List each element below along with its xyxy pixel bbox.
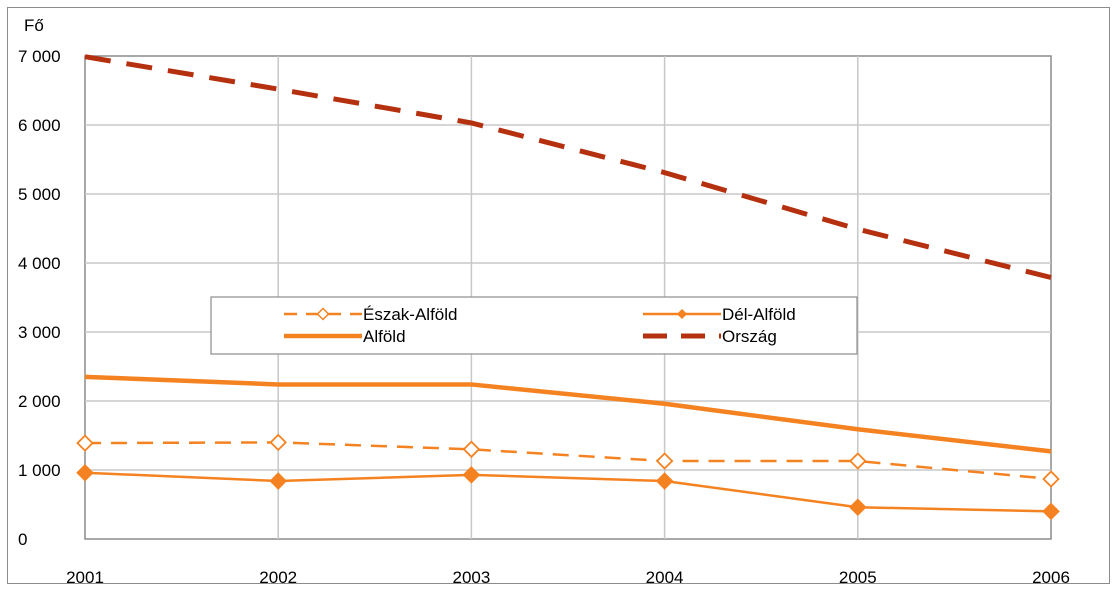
y-tick-label: 1 000 bbox=[18, 461, 61, 480]
data-point bbox=[655, 452, 674, 470]
x-tick-label: 2003 bbox=[452, 568, 490, 587]
y-axis-title: Fő bbox=[24, 16, 44, 35]
y-tick-label: 7 000 bbox=[18, 47, 61, 66]
data-point bbox=[655, 472, 674, 490]
y-tick-label: 2 000 bbox=[18, 392, 61, 411]
data-point bbox=[462, 440, 481, 459]
series-lines bbox=[84, 54, 1052, 513]
data-point bbox=[1042, 470, 1060, 488]
y-tick-label: 4 000 bbox=[18, 254, 61, 273]
legend-label: Dél-Alföld bbox=[722, 305, 796, 324]
data-point bbox=[1042, 502, 1060, 521]
y-tick-label: 6 000 bbox=[18, 116, 61, 135]
legend-marker bbox=[676, 308, 688, 320]
x-tick-labels: 2001 2002 2003 2004 2005 2006 bbox=[66, 568, 1070, 587]
y-tick-labels: 0 1 000 2 000 3 000 4 000 5 000 6 000 7 000 bbox=[18, 47, 61, 549]
x-tick-label: 2004 bbox=[646, 568, 684, 587]
data-point bbox=[269, 472, 287, 490]
legend-marker bbox=[316, 307, 330, 321]
series-line-2 bbox=[84, 471, 1052, 513]
legend-label: Alföld bbox=[363, 327, 406, 346]
y-tick-label: 0 bbox=[18, 530, 27, 549]
y-tick-label: 5 000 bbox=[18, 185, 61, 204]
data-point bbox=[76, 463, 94, 482]
data-point bbox=[269, 433, 287, 452]
data-point bbox=[849, 498, 867, 517]
data-point bbox=[849, 452, 867, 470]
x-tick-label: 2001 bbox=[66, 568, 104, 587]
series-markers bbox=[76, 433, 1060, 521]
legend: Észak-Alföld Dél-Alföld Alföld Ország bbox=[210, 296, 858, 355]
legend-box bbox=[210, 296, 858, 355]
x-tick-label: 2006 bbox=[1032, 568, 1070, 587]
series-line-1 bbox=[84, 441, 1052, 481]
data-point bbox=[76, 434, 94, 452]
y-tick-label: 3 000 bbox=[18, 323, 61, 342]
legend-label: Észak-Alföld bbox=[363, 305, 457, 324]
series-line-3 bbox=[84, 374, 1052, 454]
x-tick-label: 2005 bbox=[839, 568, 877, 587]
x-tick-label: 2002 bbox=[259, 568, 297, 587]
legend-label: Ország bbox=[722, 327, 777, 346]
data-point bbox=[462, 466, 481, 484]
